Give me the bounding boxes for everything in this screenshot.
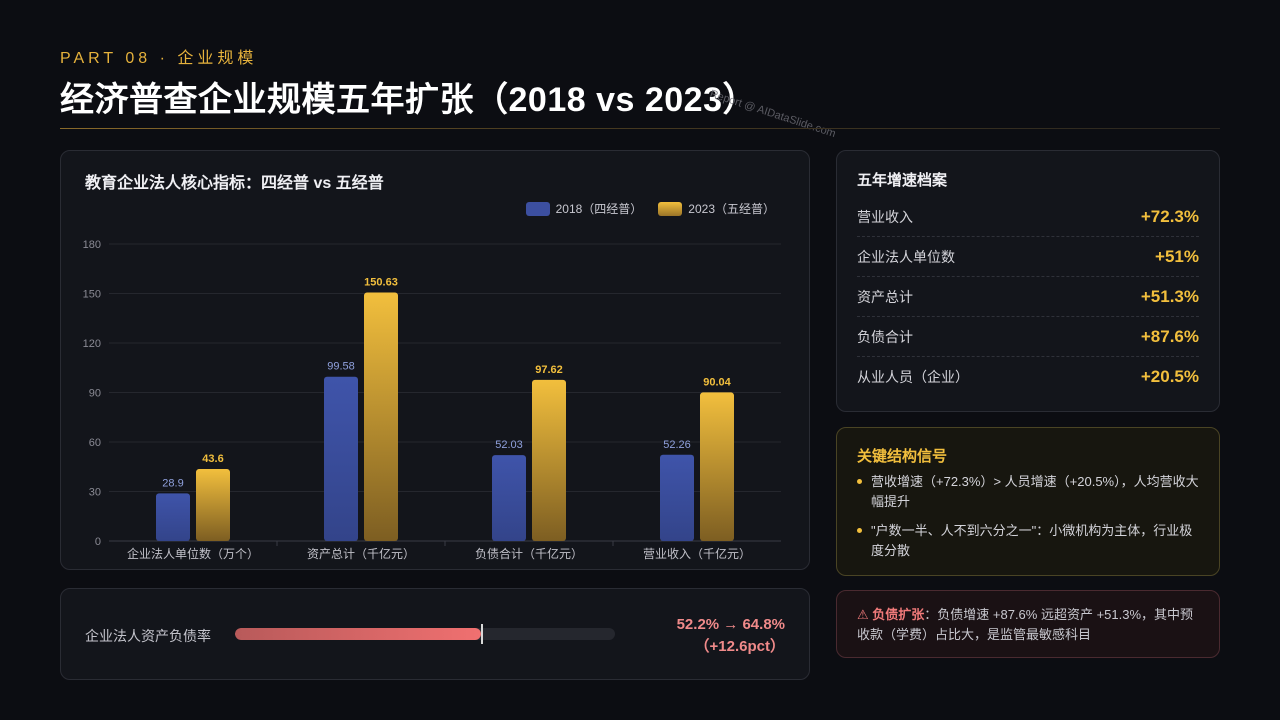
bar-2023 bbox=[532, 379, 566, 541]
y-tick-label: 30 bbox=[89, 487, 101, 499]
x-tick-label: 负债合计（千亿元） bbox=[475, 546, 583, 561]
x-tick-label: 企业法人单位数（万个） bbox=[127, 546, 259, 561]
page-title: 经济普查企业规模五年扩张（2018 vs 2023） bbox=[60, 81, 757, 119]
chart-title: 教育企业法人核心指标：四经普 vs 五经普 bbox=[85, 175, 384, 192]
growth-value: +51.3% bbox=[1140, 286, 1199, 306]
debt-ratio-pct: （+12.6pct） bbox=[694, 638, 785, 655]
bar-2018 bbox=[156, 493, 190, 541]
debt-ratio-value: 52.2% → 64.8% （+12.6pct） bbox=[677, 614, 785, 658]
growth-value: +87.6% bbox=[1140, 326, 1199, 346]
bar-2018 bbox=[660, 454, 694, 541]
signal-item: "户数一半、人不到六分之一"：小微机构为主体，行业极度分散 bbox=[857, 521, 1203, 561]
x-tick-label: 资产总计（千亿元） bbox=[307, 546, 415, 561]
signals-title: 关键结构信号 bbox=[857, 448, 948, 465]
data-label: 52.03 bbox=[495, 439, 523, 451]
debt-warning-label: ⚠ 负债扩张 bbox=[857, 607, 925, 622]
data-label: 28.9 bbox=[162, 477, 183, 489]
x-tick-label: 营业收入（千亿元） bbox=[643, 546, 751, 561]
y-tick-label: 120 bbox=[83, 338, 101, 350]
signals-list: 营收增速（+72.3%）> 人员增速（+20.5%），人均营收大幅提升 "户数一… bbox=[857, 472, 1203, 570]
chart-card: 0 30 60 90 120 150 180 28.9 43.6 企业法人单位数（万个） 99.58… bbox=[60, 150, 810, 570]
y-tick-label: 90 bbox=[89, 388, 101, 400]
debt-ratio-change: 52.2% → 64.8% bbox=[676, 616, 785, 633]
data-label: 52.26 bbox=[663, 439, 691, 451]
growth-name: 资产总计 bbox=[857, 288, 913, 305]
growth-value: +20.5% bbox=[1140, 367, 1199, 386]
bar-2023 bbox=[364, 292, 398, 541]
debt-warning-text: ⚠ 负债扩张：负债增速 +87.6% 远超资产 +51.3%，其中预收款（学费）… bbox=[857, 605, 1205, 645]
debt-ratio-fill bbox=[235, 628, 482, 640]
growth-row: 负债合计 +87.6% bbox=[857, 317, 1199, 357]
bar-2023 bbox=[196, 469, 230, 541]
growth-row: 企业法人单位数 +51% bbox=[857, 237, 1199, 277]
title-divider bbox=[60, 128, 1220, 129]
y-tick-label: 60 bbox=[89, 437, 101, 449]
growth-list: 营业收入 +72.3% 企业法人单位数 +51% 资产总计 +51.3% 负债合… bbox=[857, 197, 1199, 397]
data-label: 90.04 bbox=[703, 376, 731, 388]
bullet-icon bbox=[857, 479, 862, 484]
bar-chart: 0 30 60 90 120 150 180 28.9 43.6 企业法人单位数（万个） 99.58… bbox=[83, 239, 781, 561]
signal-item: 营收增速（+72.3%）> 人员增速（+20.5%），人均营收大幅提升 bbox=[857, 472, 1203, 512]
data-label: 43.6 bbox=[202, 453, 223, 465]
bullet-icon bbox=[857, 528, 862, 533]
bar-2023 bbox=[700, 392, 734, 541]
legend-swatch-2018 bbox=[525, 201, 550, 216]
debt-ratio-card: 企业法人资产负债率 52.2% → 64.8% （+12.6pct） bbox=[60, 588, 810, 680]
part-label: PART 08 · 企业规模 bbox=[60, 50, 258, 67]
legend-label-2023: 2023（五经普） bbox=[688, 202, 775, 216]
legend-swatch-2023 bbox=[658, 201, 683, 216]
debt-ratio-marker bbox=[481, 624, 484, 644]
legend-item-2023[interactable]: 2023（五经普） bbox=[658, 200, 775, 217]
growth-card: 五年增速档案 营业收入 +72.3% 企业法人单位数 +51% 资产总计 +51… bbox=[836, 150, 1220, 412]
growth-name: 营业收入 bbox=[857, 208, 913, 225]
debt-ratio-label: 企业法人资产负债率 bbox=[85, 628, 211, 644]
growth-name: 负债合计 bbox=[857, 328, 913, 345]
growth-row: 资产总计 +51.3% bbox=[857, 277, 1199, 317]
y-tick-label: 180 bbox=[83, 239, 101, 251]
debt-ratio-track bbox=[235, 628, 615, 640]
legend-label-2018: 2018（四经普） bbox=[555, 202, 643, 216]
chart-legend: 2018（四经普） 2023（五经普） bbox=[525, 200, 775, 217]
signal-text: 营收增速（+72.3%）> 人员增速（+20.5%），人均营收大幅提升 bbox=[871, 474, 1199, 509]
key-signals-card: 关键结构信号 营收增速（+72.3%）> 人员增速（+20.5%），人均营收大幅… bbox=[836, 427, 1220, 576]
y-tick-label: 0 bbox=[95, 536, 101, 548]
data-label: 150.63 bbox=[364, 276, 398, 288]
data-label: 99.58 bbox=[327, 361, 355, 373]
growth-value: +51% bbox=[1155, 246, 1199, 266]
growth-name: 从业人员（企业） bbox=[857, 369, 969, 385]
growth-value: +72.3% bbox=[1140, 206, 1199, 226]
growth-row: 营业收入 +72.3% bbox=[857, 197, 1199, 237]
y-tick-label: 150 bbox=[83, 289, 101, 301]
data-label: 97.62 bbox=[535, 364, 563, 376]
bar-2018 bbox=[492, 455, 526, 541]
debt-warning-body: ：负债增速 +87.6% 远超资产 +51.3%，其中预收款（学费）占比大，是监… bbox=[857, 607, 1194, 642]
growth-name: 企业法人单位数 bbox=[857, 248, 955, 265]
bar-2018 bbox=[324, 376, 358, 541]
growth-row: 从业人员（企业） +20.5% bbox=[857, 357, 1199, 397]
debt-warning-card: ⚠ 负债扩张：负债增速 +87.6% 远超资产 +51.3%，其中预收款（学费）… bbox=[836, 590, 1220, 658]
signal-text: "户数一半、人不到六分之一"：小微机构为主体，行业极度分散 bbox=[871, 523, 1193, 558]
legend-item-2018[interactable]: 2018（四经普） bbox=[525, 200, 643, 217]
growth-title: 五年增速档案 bbox=[857, 172, 948, 189]
